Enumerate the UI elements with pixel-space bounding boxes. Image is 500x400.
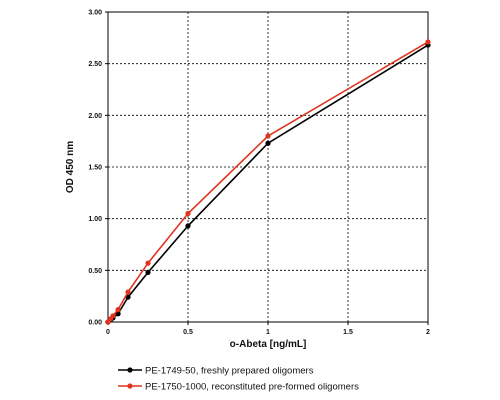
legend-label: PE-1750-1000, reconstituted pre-formed o… xyxy=(145,382,359,393)
series-1-point xyxy=(145,269,151,275)
y-axis-label: OD 450 nm xyxy=(65,141,76,193)
axis-ticks: 0.00 0.50 1.00 1.50 2.00 2.50 3.00 0 0.5 1 1.5 2 xyxy=(88,10,430,337)
y-tick-label: 1.00 xyxy=(88,216,102,223)
legend-item: PE-1749-50, freshly prepared oligomers xyxy=(118,366,314,377)
legend-swatch-marker xyxy=(127,367,133,373)
y-tick-label: 0.00 xyxy=(88,320,102,327)
series-1-point xyxy=(265,140,271,146)
series-2-point xyxy=(265,133,271,139)
legend-item: PE-1750-1000, reconstituted pre-formed o… xyxy=(118,382,359,393)
y-tick-label: 2.00 xyxy=(88,113,102,120)
x-axis-label: o-Abeta [ng/mL] xyxy=(230,339,307,350)
series-2-point xyxy=(125,289,131,295)
x-tick-label: 1 xyxy=(266,329,270,336)
legend-label: PE-1749-50, freshly prepared oligomers xyxy=(145,366,314,377)
y-tick-label: 3.00 xyxy=(88,10,102,17)
series-2-point xyxy=(115,307,121,313)
y-tick-label: 0.50 xyxy=(88,268,102,275)
series-group xyxy=(105,39,431,325)
x-tick-label: 2 xyxy=(426,329,430,336)
x-tick-label: 0.5 xyxy=(183,329,193,336)
legend-swatch-marker xyxy=(127,383,133,389)
x-tick-label: 1.5 xyxy=(343,329,353,336)
series-2-point xyxy=(110,313,116,319)
y-tick-label: 2.50 xyxy=(88,61,102,68)
legend: PE-1749-50, freshly prepared oligomers PE… xyxy=(118,366,359,393)
series-2-point xyxy=(145,260,151,266)
x-tick-label: 0 xyxy=(106,329,110,336)
series-2-point xyxy=(425,39,431,45)
series-1-point xyxy=(185,223,191,229)
y-tick-label: 1.50 xyxy=(88,165,102,172)
grid xyxy=(108,12,428,322)
series-2-point xyxy=(185,210,191,217)
series-2 xyxy=(105,39,431,325)
series-1-point xyxy=(115,311,121,317)
